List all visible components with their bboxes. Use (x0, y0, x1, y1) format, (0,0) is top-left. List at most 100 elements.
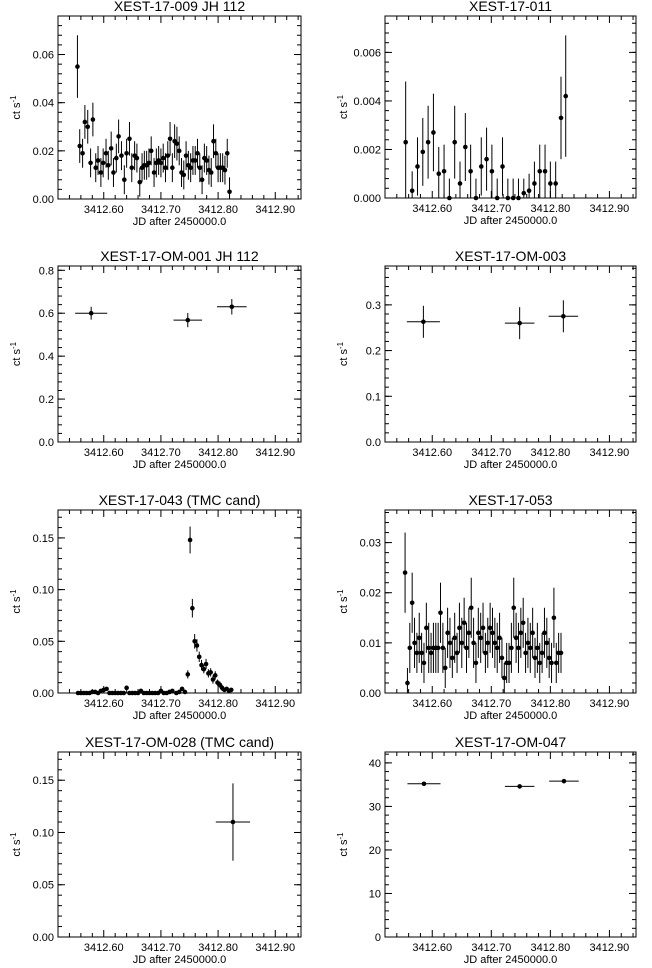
data-point (549, 660, 554, 666)
data-point (181, 172, 187, 178)
data-point (100, 160, 106, 166)
x-tick-label: 3412.60 (84, 204, 124, 216)
data-point (90, 117, 96, 122)
y-tick-label: 0.15 (33, 533, 54, 545)
x-tick-label: 3412.60 (412, 942, 452, 954)
data-point (158, 160, 164, 166)
data-point (88, 310, 94, 316)
data-point (516, 195, 521, 201)
data-point (517, 784, 522, 789)
data-point (468, 605, 474, 611)
x-tick-label: 3412.80 (198, 447, 238, 459)
data-point (511, 605, 517, 611)
data-point (424, 625, 429, 631)
data-point (151, 170, 157, 175)
data-point (551, 615, 557, 621)
y-tick-label: 0.03 (360, 538, 381, 550)
x-tick-label: 3412.70 (141, 447, 181, 459)
x-tick-label: 3412.80 (530, 942, 570, 954)
x-axis-label: JD after 2450000.0 (133, 710, 227, 722)
data-point (544, 640, 550, 646)
data-point (454, 650, 460, 656)
data-point (124, 685, 129, 691)
x-tick-label: 3412.70 (471, 447, 511, 459)
data-point (426, 645, 432, 651)
data-point (416, 635, 422, 641)
y-tick-label: 0.000 (353, 193, 381, 205)
data-point (487, 625, 493, 631)
data-point (124, 150, 129, 156)
plot-frame (57, 751, 302, 938)
plot-frame (384, 751, 637, 938)
x-axis-label: JD after 2450000.0 (133, 216, 227, 228)
data-point (402, 570, 408, 575)
data-point (558, 115, 564, 121)
x-tick-label: 3412.60 (84, 698, 124, 710)
data-point (106, 162, 111, 168)
data-point (421, 660, 427, 666)
data-point (170, 688, 175, 694)
data-point (75, 64, 80, 69)
y-tick-label: 0.00 (33, 688, 54, 700)
y-axis-label: ct s-1 (336, 341, 350, 366)
data-point (530, 630, 535, 636)
data-point (409, 188, 415, 194)
data-point (82, 119, 88, 125)
data-point (436, 171, 442, 177)
data-point (203, 661, 209, 667)
data-point (137, 179, 143, 185)
y-axis-label: ct s-1 (336, 94, 350, 119)
data-point (185, 317, 191, 323)
data-point (457, 625, 462, 631)
data-point (473, 195, 479, 201)
x-tick-label: 3412.90 (590, 698, 630, 710)
data-point (532, 655, 538, 661)
data-point (213, 150, 219, 156)
data-point (506, 660, 512, 666)
data-point (457, 181, 463, 186)
data-point (103, 150, 109, 156)
chart-title: XEST-17-011 (469, 0, 552, 14)
data-point (108, 146, 114, 151)
y-tick-label: 0.10 (33, 585, 54, 597)
data-point (403, 139, 408, 145)
plot-frame (57, 509, 302, 694)
y-tick-label: 0.10 (33, 827, 54, 839)
data-point (208, 170, 214, 175)
x-tick-label: 3412.70 (141, 204, 181, 216)
data-point (194, 643, 200, 648)
x-tick-label: 3412.70 (471, 942, 511, 954)
data-point (542, 169, 548, 174)
data-point (199, 177, 205, 183)
data-point (182, 689, 188, 695)
x-tick-label: 3412.60 (84, 447, 124, 459)
data-point (421, 319, 426, 325)
chart-title: XEST-17-OM-001 JH 112 (100, 248, 259, 264)
data-point (121, 690, 127, 696)
x-tick-label: 3412.70 (141, 698, 181, 710)
data-point (542, 630, 547, 636)
data-point (532, 181, 537, 186)
data-point (179, 686, 185, 692)
y-tick-label: 0.3 (366, 300, 381, 312)
data-point (230, 819, 236, 825)
y-axis-label: ct s-1 (336, 832, 350, 857)
data-point (452, 635, 457, 641)
data-point (428, 650, 434, 656)
chart-panel-4: XEST-17-OM-003 3412.60 3412.70 3412.80 3412.… (336, 248, 637, 471)
data-point (558, 650, 564, 656)
data-point (459, 640, 465, 646)
data-point (478, 635, 483, 641)
data-point (513, 635, 519, 641)
data-point (212, 673, 218, 678)
data-point (192, 158, 198, 163)
y-tick-label: 0 (375, 932, 381, 944)
plot-frame (384, 265, 637, 443)
data-point (192, 639, 197, 644)
plot-frame (384, 15, 637, 199)
data-point (195, 150, 200, 156)
x-tick-label: 3412.90 (255, 698, 295, 710)
y-axis-label: ct s-1 (336, 589, 350, 614)
data-point (405, 680, 410, 686)
data-point (146, 160, 152, 166)
